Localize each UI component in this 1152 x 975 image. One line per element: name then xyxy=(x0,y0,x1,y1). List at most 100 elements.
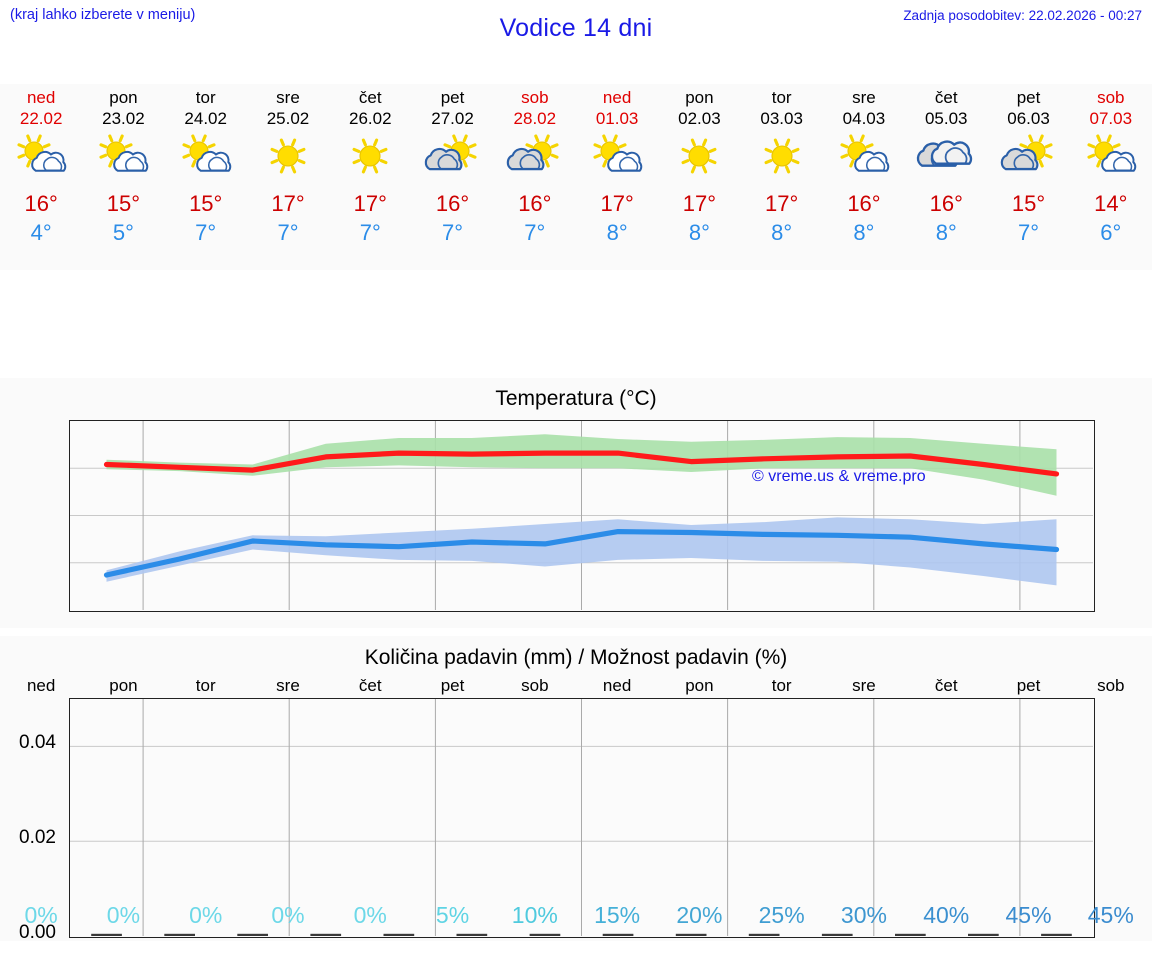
precipitation-probability-value: 25% xyxy=(758,902,805,928)
precipitation-day-label: tor xyxy=(195,676,216,695)
temperature-max-value: 16° xyxy=(435,191,470,216)
day-of-week-label: tor xyxy=(195,88,216,107)
day-date-label: 03.03 xyxy=(760,109,803,128)
precipitation-day-label: čet xyxy=(358,676,382,695)
precipitation-day-label: pon xyxy=(109,676,138,695)
day-of-week-label: sre xyxy=(276,88,300,107)
forecast-day-column[interactable]: pet 06.03 15° 7° xyxy=(987,84,1069,270)
sun-cloud-right-icon xyxy=(10,133,72,181)
precipitation-plot-svg xyxy=(70,699,1093,936)
cloudy-icon xyxy=(915,133,977,181)
precipitation-probability-value: 0% xyxy=(271,902,305,928)
sun-cloud-right-icon xyxy=(92,133,154,181)
day-date-label: 28.02 xyxy=(513,109,557,128)
temperature-min-value: 8° xyxy=(688,220,710,245)
precipitation-probability-value: 10% xyxy=(511,902,558,928)
temperature-chart-title: Temperatura (°C) xyxy=(495,387,657,410)
forecast-day-column[interactable]: ned 22.02 16° 4° xyxy=(0,84,82,270)
day-of-week-label: čet xyxy=(934,88,958,107)
sun-cloud-right-icon xyxy=(1080,133,1142,181)
sun-icon xyxy=(668,133,730,181)
sun-icon xyxy=(257,133,319,181)
temperature-min-value: 7° xyxy=(277,220,299,245)
precipitation-y-tick-label: 0.02 xyxy=(19,827,56,849)
precipitation-day-label: ned xyxy=(26,676,56,695)
temperature-max-value: 15° xyxy=(106,191,141,216)
forecast-day-column[interactable]: sob 28.02 16° 7° xyxy=(494,84,576,270)
precipitation-probability-value: 40% xyxy=(923,902,970,928)
forecast-day-column[interactable]: tor 03.03 17° 8° xyxy=(741,84,823,270)
precipitation-probability-value: 0% xyxy=(353,902,387,928)
precipitation-plot-area xyxy=(69,698,1095,938)
precipitation-probability-row: 0% 0% 0% 0% 0% 5% 10% 15% 20% 25% 30% 40% 45% 45% xyxy=(0,902,1152,936)
precipitation-probability-value: 0% xyxy=(189,902,223,928)
temperature-min-value: 7° xyxy=(524,220,546,245)
precipitation-probability-value: 0% xyxy=(106,902,141,928)
forecast-day-column[interactable]: sob 07.03 14° 6° xyxy=(1070,84,1152,270)
forecast-day-column[interactable]: pet 27.02 16° 7° xyxy=(411,84,493,270)
forecast-day-column[interactable]: ned 01.03 17° 8° xyxy=(576,84,658,270)
day-date-label: 23.02 xyxy=(102,109,145,128)
temperature-min-value: 6° xyxy=(1100,220,1122,245)
day-of-week-label: ned xyxy=(26,88,56,107)
day-date-label: 04.03 xyxy=(842,109,886,128)
day-date-label: 27.02 xyxy=(431,109,474,128)
day-of-week-label: pet xyxy=(440,88,465,107)
temperature-min-value: 8° xyxy=(771,220,793,245)
precipitation-day-label: tor xyxy=(771,676,792,695)
temperature-max-value: 16° xyxy=(24,191,58,216)
precipitation-day-label: pet xyxy=(440,676,465,695)
day-of-week-label: sob xyxy=(521,88,549,107)
forecast-day-column[interactable]: čet 26.02 17° 7° xyxy=(329,84,411,270)
precipitation-chart-block: Količina padavin (mm) / Možnost padavin … xyxy=(0,636,1152,941)
precipitation-day-label: sre xyxy=(852,676,876,695)
temperature-max-value: 15° xyxy=(1011,191,1046,216)
forecast-day-column[interactable]: sre 04.03 16° 8° xyxy=(823,84,905,270)
sun-cloud-right-icon xyxy=(586,133,648,181)
forecast-day-column[interactable]: tor 24.02 15° 7° xyxy=(165,84,247,270)
forecast-day-column[interactable]: pon 23.02 15° 5° xyxy=(82,84,164,270)
day-date-label: 01.03 xyxy=(595,109,639,128)
temperature-chart-block: Temperatura (°C) 51015 xyxy=(0,378,1152,948)
copyright-text: © vreme.us & vreme.pro xyxy=(752,468,926,485)
precipitation-day-label: sre xyxy=(276,676,300,695)
day-of-week-label: pon xyxy=(109,88,138,107)
temperature-min-value: 8° xyxy=(853,220,875,245)
day-of-week-label: čet xyxy=(358,88,382,107)
temperature-min-value: 8° xyxy=(935,220,957,245)
sun-cloud-right-icon xyxy=(175,133,237,181)
day-of-week-label: pet xyxy=(1016,88,1041,107)
temperature-plot-svg xyxy=(70,421,1093,610)
temperature-min-value: 5° xyxy=(112,220,134,245)
precipitation-probability-value: 20% xyxy=(676,902,723,928)
temperature-min-value: 7° xyxy=(442,220,464,245)
temperature-max-value: 17° xyxy=(271,191,305,216)
location-menu-note[interactable]: (kraj lahko izberete v meniju) xyxy=(10,7,196,23)
temperature-plot-area xyxy=(69,420,1095,612)
temperature-max-value: 16° xyxy=(847,191,881,216)
temperature-max-value: 17° xyxy=(682,191,717,216)
day-of-week-label: sob xyxy=(1097,88,1125,107)
forecast-day-strip: ned 22.02 16° 4° pon 23.02 15° 5° tor 24.02 15°… xyxy=(0,84,1152,270)
precipitation-probability-value: 0% xyxy=(24,902,58,928)
sun-icon xyxy=(339,133,401,181)
day-date-label: 05.03 xyxy=(924,109,968,128)
temperature-max-value: 15° xyxy=(189,191,223,216)
temperature-min-value: 8° xyxy=(606,220,628,245)
forecast-day-column[interactable]: čet 05.03 16° 8° xyxy=(905,84,987,270)
day-of-week-label: ned xyxy=(602,88,632,107)
cloud-left-sun-icon xyxy=(422,133,484,181)
forecast-day-column[interactable]: sre 25.02 17° 7° xyxy=(247,84,329,270)
precipitation-day-label: ned xyxy=(602,676,632,695)
temperature-max-value: 16° xyxy=(929,191,963,216)
precipitation-probability-value: 45% xyxy=(1005,902,1052,928)
forecast-day-column[interactable]: pon 02.03 17° 8° xyxy=(658,84,740,270)
temperature-min-value: 7° xyxy=(359,220,381,245)
day-date-label: 22.02 xyxy=(19,109,63,128)
day-of-week-label: tor xyxy=(771,88,792,107)
temperature-max-value: 17° xyxy=(765,191,799,216)
precipitation-day-label: pon xyxy=(685,676,714,695)
day-date-label: 02.03 xyxy=(678,109,721,128)
precipitation-day-labels: ned pon tor sre čet pet sob ned pon tor sre čet pet s… xyxy=(0,676,1152,698)
day-date-label: 06.03 xyxy=(1007,109,1050,128)
